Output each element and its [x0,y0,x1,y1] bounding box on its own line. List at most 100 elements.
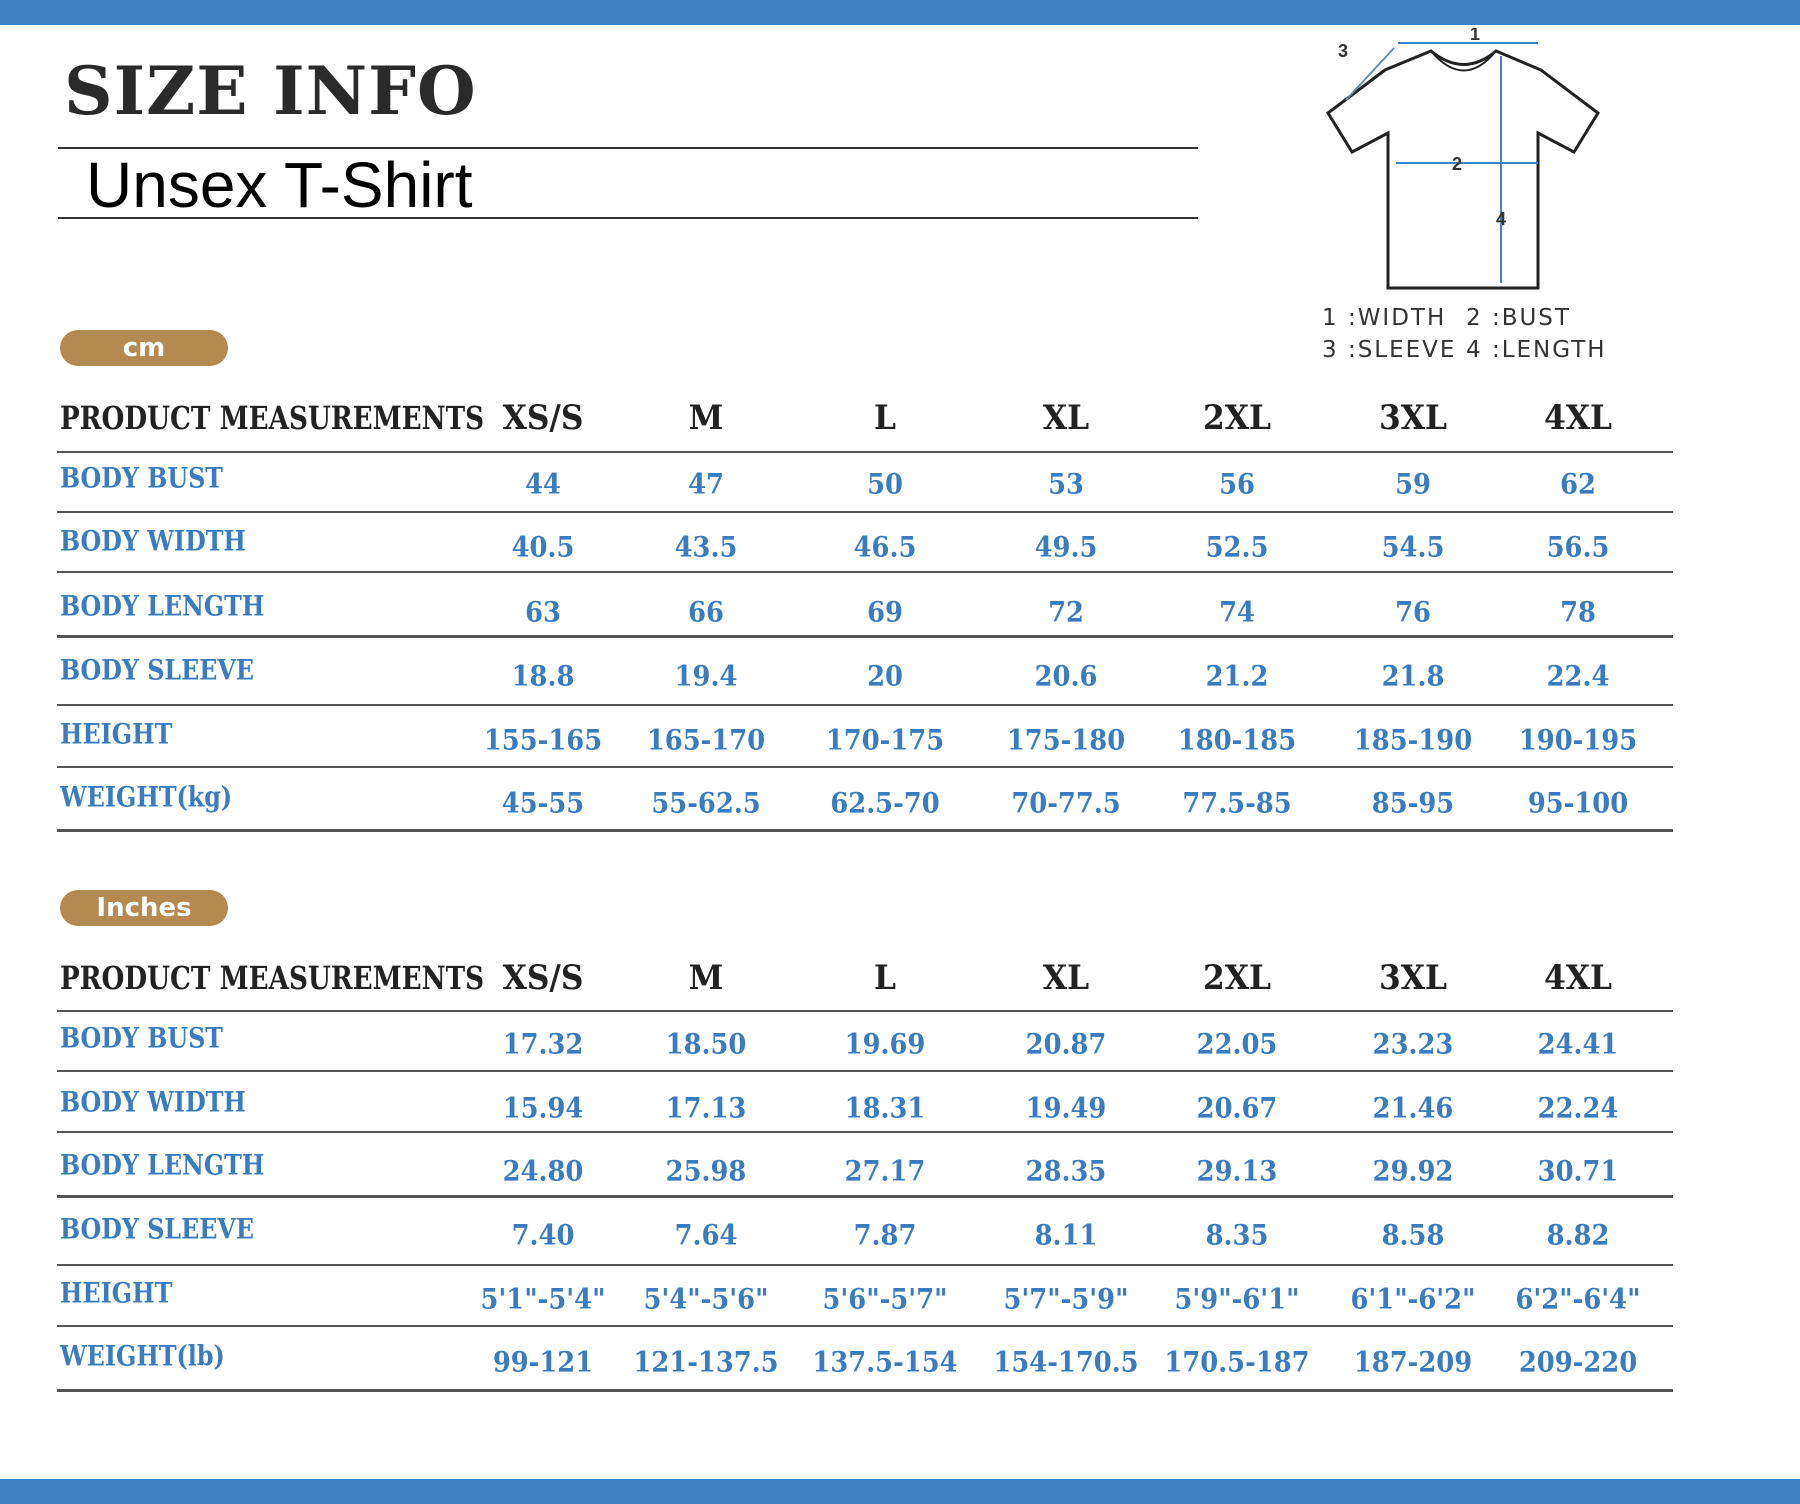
table-cell: 99-121 [492,1345,594,1379]
row-label: BODY BUST [60,461,223,495]
table-cell: 21.2 [1205,659,1269,693]
table-cell: 19.49 [1025,1091,1107,1125]
table-cell: 5'7"-5'9" [1003,1282,1129,1316]
table-cell: 18.8 [511,659,575,693]
table-cell: 175-180 [1006,723,1126,757]
row-divider [57,829,1673,832]
table-cell: 28.35 [1025,1154,1107,1188]
row-divider [57,1389,1673,1392]
table-cell: 50 [867,467,903,501]
table-cell: 47 [688,467,724,501]
table-cell: 22.05 [1196,1027,1278,1061]
legend-bust: 2 :BUST [1466,305,1571,331]
size-header: 2XL [1202,958,1272,998]
table-cell: 66 [688,595,724,629]
table-cell: 5'9"-6'1" [1174,1282,1300,1316]
table-cell: 7.40 [511,1218,575,1252]
legend-length: 4 :LENGTH [1466,337,1607,363]
table-cell: 20.6 [1034,659,1098,693]
row-divider [57,1070,1673,1072]
table-cell: 6'1"-6'2" [1350,1282,1476,1316]
table-cell: 52.5 [1205,530,1269,564]
page-title: SIZE INFO [64,52,477,130]
table-cell: 170.5-187 [1164,1345,1310,1379]
table-cell: 154-170.5 [993,1345,1139,1379]
tshirt-outline-icon [1326,49,1600,290]
product-subtitle: Unsex T-Shirt [86,149,473,221]
row-label: BODY SLEEVE [60,1212,255,1246]
size-header: M [688,398,724,438]
table-cell: 22.4 [1546,659,1610,693]
table-cell: 27.17 [844,1154,926,1188]
table-cell: 137.5-154 [812,1345,958,1379]
table-cell: 49.5 [1034,530,1098,564]
table-cell: 69 [867,595,903,629]
table-cell: 17.32 [502,1027,584,1061]
size-header: XS/S [502,958,584,998]
table-cell: 59 [1395,467,1431,501]
table-cell: 20 [867,659,903,693]
size-header: L [874,958,896,998]
table-cell: 19.69 [844,1027,926,1061]
table-cell: 209-220 [1518,1345,1638,1379]
size-header: 4XL [1543,958,1613,998]
table-cell: 78 [1560,595,1596,629]
table-cell: 45-55 [501,786,585,820]
table-cell: 63 [525,595,561,629]
size-header: 4XL [1543,398,1613,438]
row-label: WEIGHT(lb) [60,1339,225,1373]
table-cell: 40.5 [511,530,575,564]
table-cell: 62.5-70 [830,786,940,820]
table-divider [57,451,1673,453]
table-cell: 155-165 [483,723,603,757]
table-cell: 29.92 [1372,1154,1454,1188]
table-cell: 18.31 [844,1091,926,1125]
table-cell: 21.46 [1372,1091,1454,1125]
row-divider [57,1264,1673,1266]
row-label: BODY BUST [60,1021,223,1055]
table-cell: 72 [1048,595,1084,629]
mark-2: 2 [1452,154,1462,174]
mark-4: 4 [1496,209,1506,229]
table-cell: 7.64 [674,1218,738,1252]
table-cell: 170-175 [825,723,945,757]
row-divider [57,1325,1673,1327]
row-divider [57,704,1673,706]
table-cell: 8.82 [1546,1218,1610,1252]
table-cell: 44 [525,467,561,501]
row-label: WEIGHT(kg) [60,780,233,814]
table-cell: 43.5 [674,530,738,564]
table-cell: 30.71 [1537,1154,1619,1188]
table-cell: 62 [1560,467,1596,501]
tshirt-diagram: 1 2 3 4 [1326,28,1600,290]
table-cell: 8.35 [1205,1218,1269,1252]
table-cell: 55-62.5 [651,786,761,820]
table-divider [57,1010,1673,1012]
divider [58,217,1198,219]
table-cell: 17.13 [665,1091,747,1125]
table-cell: 95-100 [1527,786,1629,820]
table-cell: 46.5 [853,530,917,564]
row-divider [57,766,1673,768]
row-divider [57,511,1673,513]
table-cell: 19.4 [674,659,738,693]
table-cell: 18.50 [665,1027,747,1061]
top-banner [0,0,1800,25]
table-cell: 7.87 [853,1218,917,1252]
row-label: HEIGHT [60,1276,173,1310]
table-cell: 8.58 [1381,1218,1445,1252]
table-cell: 190-195 [1518,723,1638,757]
size-header: 3XL [1378,958,1448,998]
size-header: XL [1042,958,1090,998]
table-cell: 5'4"-5'6" [643,1282,769,1316]
table-cell: 165-170 [646,723,766,757]
table-cell: 6'2"-6'4" [1515,1282,1641,1316]
table-cell: 187-209 [1353,1345,1473,1379]
size-header: XS/S [502,398,584,438]
table-cell: 24.80 [502,1154,584,1188]
table-cell: 180-185 [1177,723,1297,757]
mark-3: 3 [1338,41,1348,61]
table-cell: 5'6"-5'7" [822,1282,948,1316]
row-label: HEIGHT [60,717,173,751]
header-label: PRODUCT MEASUREMENTS [60,399,485,437]
